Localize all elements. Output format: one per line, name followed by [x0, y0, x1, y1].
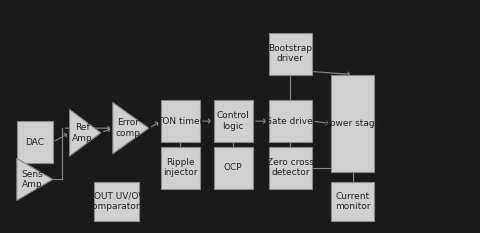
Text: Error
comp: Error comp	[115, 118, 141, 138]
Text: Sens
Amp: Sens Amp	[21, 170, 43, 189]
Text: TON timer: TON timer	[157, 117, 204, 126]
FancyBboxPatch shape	[161, 147, 200, 189]
FancyBboxPatch shape	[269, 100, 312, 142]
Text: Bootstrap
driver: Bootstrap driver	[268, 44, 312, 63]
Text: Zero cross
detector: Zero cross detector	[267, 158, 314, 178]
Text: Power stage: Power stage	[325, 119, 381, 128]
FancyBboxPatch shape	[17, 121, 53, 163]
Text: DAC: DAC	[25, 138, 44, 147]
FancyBboxPatch shape	[269, 147, 312, 189]
Text: VOUT UV/OV
comparators: VOUT UV/OV comparators	[88, 192, 145, 211]
FancyBboxPatch shape	[214, 147, 253, 189]
Text: Ripple
injector: Ripple injector	[163, 158, 198, 178]
Polygon shape	[17, 158, 53, 200]
FancyBboxPatch shape	[214, 100, 253, 142]
FancyBboxPatch shape	[161, 100, 200, 142]
Text: Ref
Amp: Ref Amp	[72, 123, 93, 143]
FancyBboxPatch shape	[331, 75, 374, 172]
Text: OCP: OCP	[224, 163, 242, 172]
Text: Current
monitor: Current monitor	[335, 192, 371, 211]
FancyBboxPatch shape	[331, 182, 374, 221]
Polygon shape	[70, 110, 101, 156]
FancyBboxPatch shape	[94, 182, 139, 221]
FancyBboxPatch shape	[269, 33, 312, 75]
Text: Gate driver: Gate driver	[264, 117, 316, 126]
Polygon shape	[113, 103, 149, 154]
Text: Control
logic: Control logic	[217, 111, 250, 131]
